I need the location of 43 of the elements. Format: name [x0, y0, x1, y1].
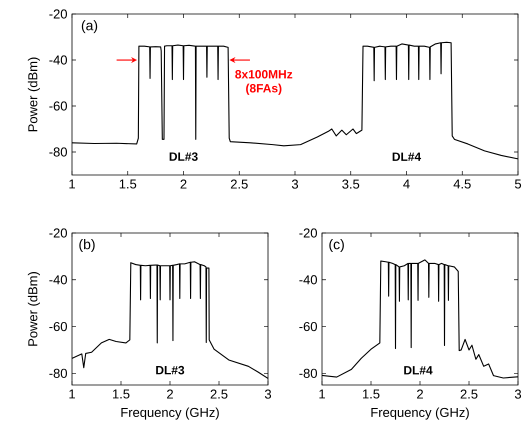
- annotation: DL#4: [404, 366, 433, 374]
- x-tick-label: 2: [180, 180, 186, 189]
- x-tick-label: 2.5: [460, 390, 478, 399]
- x-tick-label: 1.5: [362, 390, 380, 399]
- annotation: 8x100MHz (8FAs): [235, 70, 292, 95]
- x-axis-title: Frequency (GHz): [371, 408, 469, 420]
- annotation: (c): [329, 239, 344, 252]
- annotation: DL#4: [392, 152, 422, 161]
- y-tick-label: -40: [49, 55, 67, 65]
- y-tick-label: -20: [49, 228, 67, 238]
- y-tick-label: -40: [49, 275, 67, 284]
- x-tick-label: 2.5: [210, 390, 228, 399]
- x-tick-label: 3: [292, 180, 298, 189]
- x-tick-label: 3: [264, 390, 272, 399]
- x-tick-label: 1.5: [112, 390, 130, 399]
- x-tick-label: 1: [69, 180, 75, 188]
- y-tick-label: -60: [49, 322, 67, 332]
- annotation: DL#3: [156, 366, 184, 374]
- annotation: DL#3: [170, 152, 198, 161]
- y-tick-label: -80: [299, 368, 317, 378]
- x-tick-label: 2: [167, 390, 173, 399]
- y-tick-label: -60: [49, 101, 67, 111]
- x-tick-label: 2.5: [230, 180, 248, 189]
- x-tick-label: 3: [514, 390, 522, 399]
- x-tick-label: 5: [514, 180, 522, 189]
- x-tick-label: 1.5: [120, 180, 136, 189]
- y-tick-label: -20: [49, 9, 67, 19]
- x-tick-label: 4.5: [454, 180, 471, 189]
- y-axis-title: Power (dBm): [28, 58, 40, 132]
- x-tick-label: 1: [69, 390, 75, 398]
- x-axis-title: Frequency (GHz): [121, 408, 219, 420]
- x-tick-label: 2: [417, 390, 423, 399]
- x-tick-label: 4: [403, 180, 410, 188]
- y-tick-label: -20: [299, 228, 317, 238]
- y-tick-label: -80: [49, 147, 67, 157]
- annotation: (a): [82, 20, 98, 34]
- annotation: (b): [79, 239, 95, 252]
- y-tick-label: -80: [49, 368, 67, 378]
- x-tick-label: 3.5: [342, 180, 360, 189]
- y-tick-label: -60: [299, 322, 317, 332]
- x-tick-label: 1: [319, 390, 325, 398]
- y-axis-title: Power (dBm): [28, 272, 40, 346]
- y-tick-label: -40: [299, 275, 317, 284]
